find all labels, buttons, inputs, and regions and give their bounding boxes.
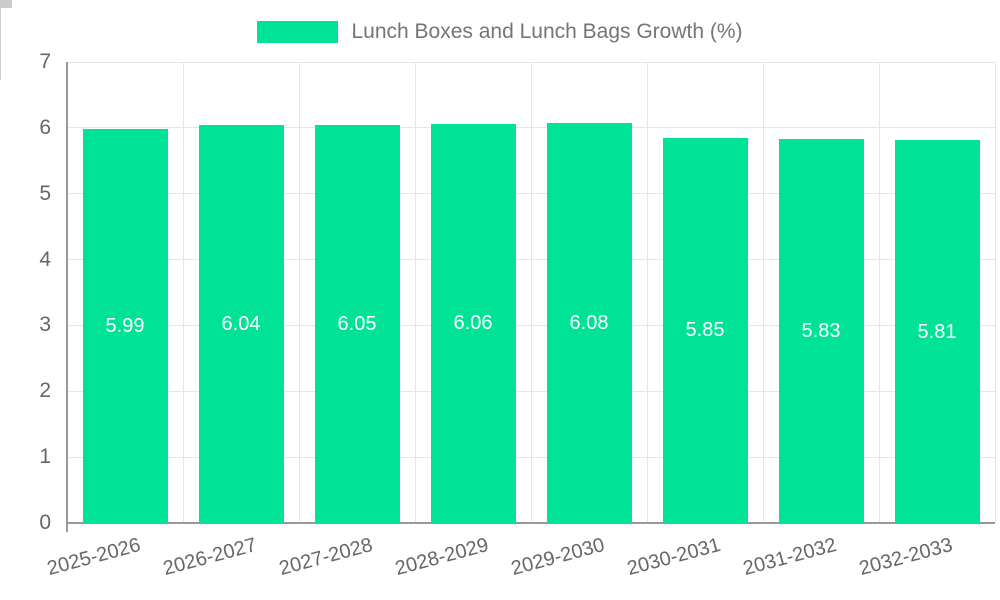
bar-value-label: 5.83 <box>801 320 841 343</box>
y-axis-tick-label: 7 <box>39 50 51 73</box>
y-axis-tick <box>0 2 12 3</box>
y-axis-tick <box>0 7 12 8</box>
bar-value-label: 6.04 <box>221 313 261 336</box>
bar[interactable] <box>894 140 980 523</box>
bar-value-label: 5.85 <box>685 319 725 342</box>
bar[interactable] <box>778 139 864 523</box>
legend[interactable]: Lunch Boxes and Lunch Bags Growth (%) <box>0 18 1000 46</box>
gridline-vertical <box>414 62 416 523</box>
y-axis-tick <box>0 1 12 2</box>
gridline-vertical <box>994 62 996 523</box>
bar[interactable] <box>546 122 632 523</box>
y-axis-tick-label: 6 <box>39 115 51 139</box>
x-axis-tick <box>0 62 1 71</box>
x-axis-tick <box>0 35 1 44</box>
legend-label: Lunch Boxes and Lunch Bags Growth (%) <box>351 20 743 43</box>
x-axis-tick <box>0 53 1 62</box>
bar-value-label: 5.81 <box>917 320 957 343</box>
gridline-vertical <box>182 62 184 523</box>
gridline-vertical <box>298 62 300 523</box>
y-axis-tick-label: 1 <box>39 445 51 469</box>
x-axis-line <box>67 522 995 524</box>
y-axis-tick <box>0 0 12 1</box>
bar[interactable] <box>198 125 284 523</box>
y-axis-tick <box>0 5 12 6</box>
bar[interactable] <box>430 123 516 523</box>
bar-value-label: 6.08 <box>569 311 609 334</box>
bar[interactable] <box>662 137 748 523</box>
legend-swatch <box>257 21 339 43</box>
y-axis-tick <box>0 4 12 5</box>
y-axis-tick-label: 0 <box>39 511 51 534</box>
x-axis-tick <box>0 17 1 26</box>
bar[interactable] <box>314 124 400 523</box>
y-axis-tick <box>0 3 12 4</box>
bar-value-label: 6.06 <box>453 312 493 335</box>
y-axis-tick-label: 5 <box>39 181 51 205</box>
x-axis-tick <box>0 26 1 35</box>
x-axis-tick <box>0 8 1 17</box>
y-axis-tick-label: 3 <box>39 313 51 337</box>
x-axis-tick <box>0 71 1 80</box>
y-axis-tick-label: 4 <box>39 247 51 271</box>
y-axis-tick-label: 2 <box>39 379 51 403</box>
gridline-vertical <box>762 62 764 523</box>
plot-area: 0 1 2 3 4 5 6 7 5.99 2025-2026 6.04 2026-2027 6.05 20… <box>0 0 1000 580</box>
gridline-vertical <box>646 62 648 523</box>
gridline-vertical <box>530 62 532 523</box>
gridline-vertical <box>878 62 880 523</box>
bar-value-label: 5.99 <box>105 314 145 337</box>
x-axis-tick <box>0 44 1 53</box>
bar[interactable] <box>82 128 168 523</box>
y-axis-tick <box>0 6 12 7</box>
bar-value-label: 6.05 <box>337 312 377 335</box>
y-axis-line <box>66 62 68 532</box>
